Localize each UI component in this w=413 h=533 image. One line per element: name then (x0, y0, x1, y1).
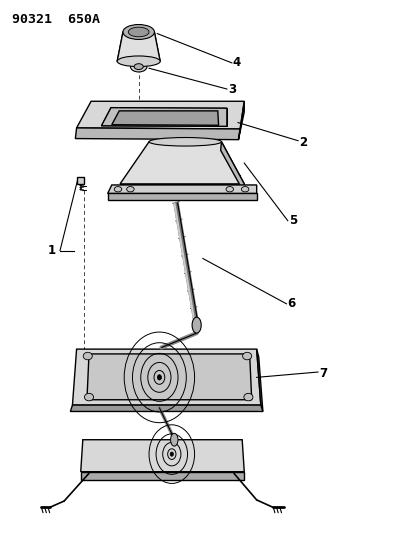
Polygon shape (117, 32, 160, 61)
Polygon shape (77, 177, 84, 184)
Circle shape (157, 375, 161, 380)
Polygon shape (72, 349, 260, 405)
Ellipse shape (225, 187, 233, 192)
Polygon shape (107, 185, 256, 193)
Ellipse shape (192, 317, 201, 333)
Circle shape (170, 452, 173, 456)
Text: 5: 5 (288, 214, 296, 227)
Polygon shape (107, 193, 256, 200)
Ellipse shape (134, 63, 143, 70)
Ellipse shape (128, 27, 149, 37)
Polygon shape (81, 472, 244, 480)
Ellipse shape (130, 61, 147, 72)
Ellipse shape (126, 187, 134, 192)
Ellipse shape (243, 393, 252, 401)
Ellipse shape (123, 25, 154, 39)
Ellipse shape (242, 352, 251, 360)
Polygon shape (87, 354, 251, 400)
Polygon shape (76, 101, 244, 129)
Polygon shape (120, 142, 244, 184)
Polygon shape (112, 111, 218, 125)
Ellipse shape (114, 187, 121, 192)
Polygon shape (75, 128, 240, 140)
Ellipse shape (170, 433, 178, 446)
Text: 7: 7 (318, 367, 326, 379)
Text: 4: 4 (232, 56, 240, 69)
Polygon shape (101, 108, 226, 126)
Polygon shape (81, 440, 244, 472)
Polygon shape (220, 142, 244, 193)
Ellipse shape (84, 393, 93, 401)
Text: 1: 1 (48, 244, 56, 257)
Ellipse shape (149, 138, 221, 146)
Ellipse shape (83, 352, 92, 360)
Polygon shape (238, 101, 244, 140)
Text: 90321  650A: 90321 650A (12, 13, 100, 26)
Polygon shape (256, 349, 262, 411)
Ellipse shape (117, 56, 160, 67)
Text: 2: 2 (298, 136, 306, 149)
Polygon shape (70, 405, 262, 411)
Text: 3: 3 (227, 83, 235, 95)
Ellipse shape (241, 187, 248, 192)
Text: 6: 6 (287, 297, 295, 310)
